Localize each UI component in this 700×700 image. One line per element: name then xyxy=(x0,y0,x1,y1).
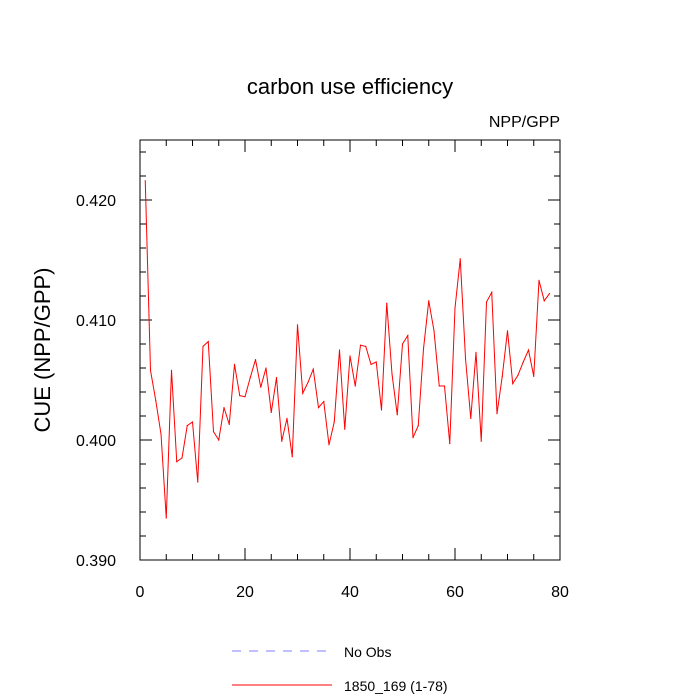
data-point xyxy=(344,428,346,430)
x-tick-label: 0 xyxy=(136,584,145,601)
data-point xyxy=(328,444,330,446)
data-point xyxy=(422,348,425,350)
data-point xyxy=(254,359,257,361)
data-point xyxy=(223,407,225,409)
chart-subtitle: NPP/GPP xyxy=(489,114,560,131)
data-point xyxy=(354,385,356,387)
data-point xyxy=(244,396,246,398)
series-line xyxy=(144,180,550,519)
data-point xyxy=(144,180,146,182)
data-point xyxy=(191,421,194,423)
data-point xyxy=(428,300,430,302)
minor-ticks xyxy=(140,140,560,560)
data-point xyxy=(317,407,320,409)
data-point xyxy=(281,440,283,442)
y-axis-label: CUE (NPP/GPP) xyxy=(30,267,55,432)
data-point xyxy=(275,377,278,379)
data-point xyxy=(380,409,383,411)
data-point xyxy=(228,423,230,425)
x-tick-label: 40 xyxy=(341,584,359,601)
data-point xyxy=(533,375,535,377)
data-point xyxy=(449,443,451,445)
data-point xyxy=(464,357,467,359)
data-point xyxy=(260,386,262,388)
data-point xyxy=(270,411,272,413)
data-point xyxy=(459,258,461,260)
data-point xyxy=(396,414,398,416)
data-point xyxy=(212,431,215,433)
data-point xyxy=(249,377,251,379)
data-point xyxy=(323,401,325,403)
data-point xyxy=(233,363,236,365)
data-point xyxy=(149,369,152,371)
data-point xyxy=(417,425,419,427)
data-point xyxy=(512,383,514,385)
chart-title: carbon use efficiency xyxy=(247,74,453,99)
legend: No Obs 1850_169 (1-78) xyxy=(232,644,448,694)
data-point xyxy=(160,433,162,435)
data-point xyxy=(407,335,409,337)
data-point xyxy=(218,439,220,441)
data-point xyxy=(165,517,167,519)
y-tick-label: 0.420 xyxy=(76,193,116,210)
data-point xyxy=(401,343,404,345)
data-point xyxy=(475,351,477,353)
y-tick-label: 0.410 xyxy=(76,313,116,330)
tick-labels: 0 20 40 60 80 0.390 0.400 0.410 0.420 xyxy=(76,193,569,601)
data-point xyxy=(443,385,446,387)
data-point xyxy=(265,367,267,369)
data-point xyxy=(506,330,509,332)
x-tick-label: 60 xyxy=(446,584,464,601)
data-point xyxy=(433,330,435,332)
legend-label-1850-169: 1850_169 (1-78) xyxy=(344,678,448,694)
data-point xyxy=(386,302,388,304)
data-point xyxy=(370,363,372,365)
data-point xyxy=(522,361,524,363)
x-tick-label: 20 xyxy=(236,584,254,601)
data-point xyxy=(197,481,199,483)
data-point xyxy=(239,395,241,397)
data-point xyxy=(491,291,493,293)
data-point xyxy=(312,368,314,370)
data-point xyxy=(291,456,293,458)
data-point xyxy=(202,345,204,347)
legend-label-no-obs: No Obs xyxy=(344,644,391,660)
data-point xyxy=(470,417,472,419)
data-point xyxy=(170,369,173,371)
data-point xyxy=(176,461,178,463)
data-point xyxy=(454,307,456,309)
data-point xyxy=(375,361,377,363)
data-point xyxy=(412,437,414,439)
data-point xyxy=(527,349,530,351)
data-point xyxy=(186,425,188,427)
data-point xyxy=(391,373,393,375)
data-point xyxy=(501,375,503,377)
data-point xyxy=(333,421,335,423)
data-point xyxy=(548,293,551,295)
y-tick-label: 0.400 xyxy=(76,433,116,450)
x-tick-label: 80 xyxy=(551,584,569,601)
data-point xyxy=(365,345,367,347)
data-point xyxy=(496,413,498,415)
data-point xyxy=(155,399,157,401)
data-point xyxy=(480,440,482,442)
data-point xyxy=(296,324,299,326)
major-ticks xyxy=(139,140,561,561)
data-point xyxy=(543,300,545,302)
data-point xyxy=(349,355,351,357)
data-point xyxy=(207,341,209,343)
data-point xyxy=(307,381,309,383)
data-point xyxy=(302,392,304,394)
data-point xyxy=(438,385,440,387)
data-point xyxy=(338,349,341,351)
data-point xyxy=(181,457,183,459)
series-points xyxy=(144,180,551,519)
y-tick-label: 0.390 xyxy=(76,553,116,570)
data-point xyxy=(517,374,519,376)
data-point xyxy=(538,279,540,281)
data-point xyxy=(286,417,288,419)
data-point xyxy=(485,301,488,303)
data-point xyxy=(359,344,362,346)
